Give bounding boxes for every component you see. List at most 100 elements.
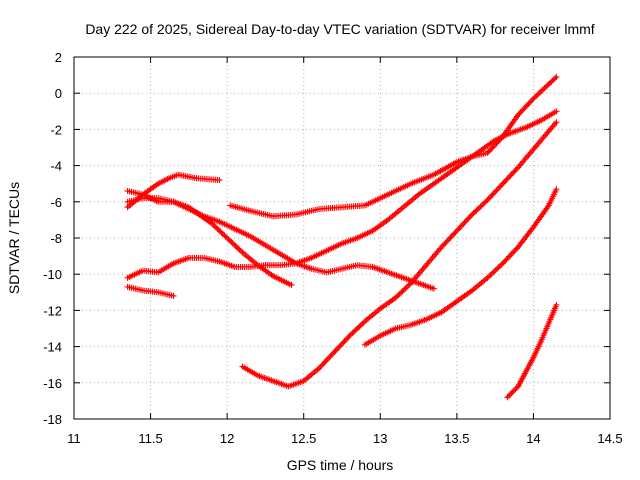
data-point [498, 182, 505, 189]
y-tick-label: -4 [50, 159, 62, 174]
data-point [492, 141, 499, 148]
data-point [552, 75, 559, 82]
data-point [213, 224, 220, 231]
y-tick-label: 0 [55, 86, 62, 101]
data-point [527, 98, 534, 105]
data-point [331, 349, 338, 356]
plot-frame [73, 56, 611, 420]
data-point [336, 343, 343, 350]
data-point [335, 344, 342, 351]
x-tick-label: 13.5 [444, 431, 469, 446]
data-point [505, 392, 512, 399]
data-point [236, 246, 243, 253]
data-point [537, 89, 544, 96]
data-point [491, 268, 498, 275]
data-point [508, 250, 515, 257]
data-point [499, 180, 506, 187]
data-point [485, 273, 492, 280]
data-point [225, 236, 232, 243]
data-point [318, 362, 325, 369]
data-point [489, 144, 496, 151]
data-point [553, 186, 560, 193]
data-point [219, 231, 226, 238]
y-tick-label: -10 [43, 267, 62, 282]
data-point [487, 272, 494, 279]
data-point [395, 292, 402, 299]
data-point [217, 228, 224, 235]
data-point [490, 143, 497, 150]
x-tick-label: 11 [67, 431, 81, 446]
data-points [124, 73, 560, 401]
data-point [339, 340, 345, 347]
data-point [473, 207, 480, 214]
y-tick-label: -12 [43, 303, 62, 318]
data-point [503, 256, 510, 263]
data-point [492, 266, 499, 273]
y-tick-label: 2 [55, 50, 62, 65]
data-point [461, 219, 468, 226]
series-trace-a [124, 171, 223, 211]
data-point [493, 187, 500, 194]
data-point [439, 242, 446, 249]
data-point [520, 106, 527, 113]
data-point [540, 86, 547, 93]
data-point [521, 105, 528, 112]
data-point [471, 208, 478, 215]
data-point [502, 177, 509, 184]
data-point [487, 194, 494, 201]
data-point [530, 95, 537, 102]
data-point [402, 285, 409, 292]
data-point [350, 328, 357, 335]
data-point [464, 216, 471, 223]
data-point [495, 184, 502, 191]
data-point [221, 232, 228, 239]
data-point [526, 99, 533, 106]
data-point [538, 87, 545, 94]
data-point [495, 137, 502, 144]
data-point [511, 387, 518, 394]
data-point [494, 265, 501, 272]
data-point [478, 202, 485, 209]
data-point [531, 94, 538, 101]
data-point [328, 351, 335, 358]
data-point [405, 282, 412, 289]
data-point [487, 147, 494, 154]
data-point [506, 253, 513, 260]
data-point [327, 353, 334, 360]
data-point [504, 254, 511, 261]
data-point [504, 394, 511, 401]
y-tick-label: -18 [43, 412, 62, 427]
data-point [398, 289, 405, 296]
data-point [451, 230, 458, 237]
data-point [356, 323, 363, 330]
data-point [228, 238, 235, 245]
data-point [349, 330, 356, 337]
data-point [355, 324, 362, 331]
data-point [535, 90, 542, 97]
data-point [515, 111, 522, 118]
data-point [511, 248, 518, 255]
data-point [495, 264, 502, 271]
data-point [483, 198, 490, 205]
data-point [235, 245, 242, 252]
data-point [508, 171, 515, 178]
data-point [476, 204, 483, 211]
data-point [501, 258, 508, 265]
data-point [392, 294, 399, 301]
x-tick-label: 14 [526, 431, 540, 446]
data-point [534, 91, 541, 98]
data-point [510, 169, 517, 176]
data-point [529, 96, 536, 103]
data-point [499, 260, 506, 267]
data-point [470, 210, 477, 217]
data-point [494, 186, 501, 193]
data-point [474, 206, 481, 213]
data-point [504, 175, 511, 182]
data-point [211, 223, 218, 230]
data-point [542, 83, 549, 90]
y-tick-label: -16 [43, 376, 62, 391]
data-point [456, 225, 463, 232]
series-trace-i [504, 301, 560, 401]
data-point [484, 149, 491, 156]
